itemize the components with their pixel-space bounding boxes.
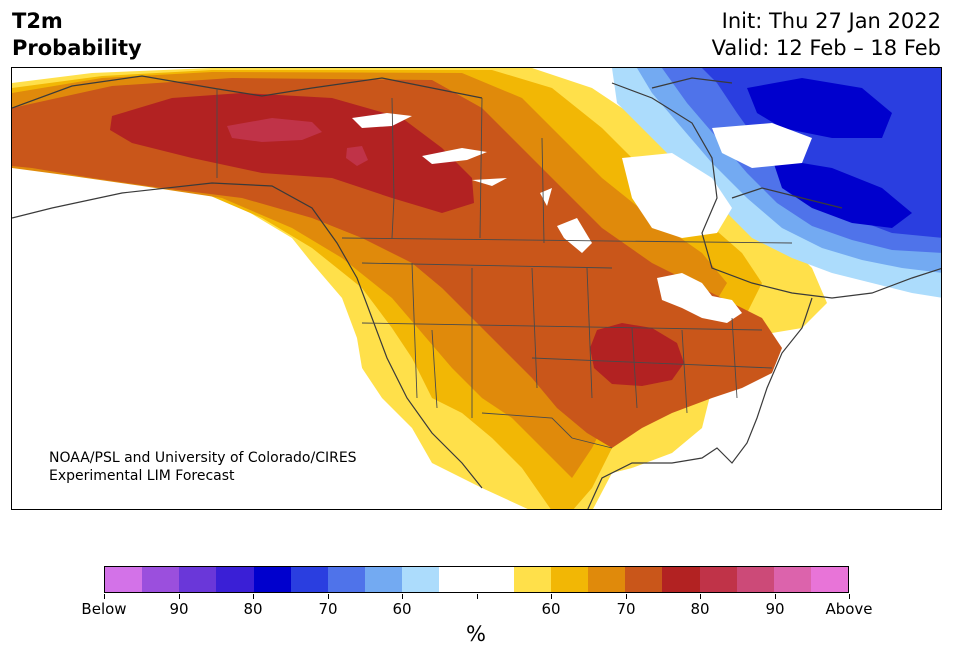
colorbar-segment <box>365 567 403 592</box>
colorbar-segment <box>662 567 700 592</box>
colorbar-tick-label: Below <box>81 600 127 618</box>
lake-white-1 <box>352 113 412 128</box>
probability-colorbar <box>104 566 849 593</box>
variable-label: T2m <box>12 9 63 33</box>
colorbar-segment <box>550 567 589 592</box>
figure-title-right: Init: Thu 27 Jan 2022 Valid: 12 Feb – 18… <box>712 8 941 62</box>
cold-band-80 <box>747 78 892 138</box>
warm-band-75 <box>12 78 782 448</box>
product-label: Probability <box>12 36 142 60</box>
valid-range: Valid: 12 Feb – 18 Feb <box>711 36 941 60</box>
colorbar-tick-label: 70 <box>616 600 636 618</box>
colorbar-tick <box>775 594 776 599</box>
map-panel <box>11 67 942 510</box>
colorbar-tick <box>179 594 180 599</box>
colorbar-tick-label: 60 <box>541 600 561 618</box>
colorbar-tick-label: Above <box>825 600 873 618</box>
colorbar-tick-label: 80 <box>690 600 710 618</box>
warm-band-85-b <box>346 146 368 166</box>
credit-line-1: NOAA/PSL and University of Colorado/CIRE… <box>49 450 357 466</box>
colorbar-tick <box>328 594 329 599</box>
coastlines <box>12 75 941 509</box>
colorbar-tick <box>626 594 627 599</box>
colorbar-segment <box>439 567 477 592</box>
colorbar-segment <box>476 567 514 592</box>
colorbar-tick-label: 70 <box>318 600 338 618</box>
pacific-ocean <box>12 218 471 509</box>
atlantic-ocean <box>693 298 941 509</box>
credit-line-2: Experimental LIM Forecast <box>49 468 235 484</box>
hudson-bay <box>622 153 732 238</box>
colorbar-segment <box>773 567 811 592</box>
colorbar-segment <box>810 567 849 592</box>
great-lakes <box>657 273 742 323</box>
figure-title-left: T2m Probability <box>12 8 142 62</box>
colorbar-tick-label: 60 <box>392 600 412 618</box>
colorbar-tick-label: 90 <box>765 600 785 618</box>
probability-map <box>12 68 941 509</box>
colorbar-unit-label: % <box>466 622 486 646</box>
colorbar-segment <box>327 567 366 592</box>
colorbar-segment <box>216 567 254 592</box>
colorbar-tick-label: 90 <box>169 600 189 618</box>
hudson-bay-east <box>712 123 812 168</box>
colorbar-segment <box>736 567 774 592</box>
colorbar-segment <box>513 567 551 592</box>
cold-band-80-b <box>772 158 912 228</box>
political-borders <box>216 88 793 449</box>
lake-white-2 <box>422 148 487 164</box>
colorbar-tick <box>551 594 552 599</box>
warm-band-80-midwest <box>590 323 684 386</box>
colorbar-tick <box>253 594 254 599</box>
colorbar-segment <box>142 567 180 592</box>
colorbar-segment <box>179 567 217 592</box>
colorbar-segment <box>290 567 328 592</box>
colorbar-tick <box>700 594 701 599</box>
colorbar-segment <box>253 567 291 592</box>
colorbar-tick <box>849 594 850 599</box>
colorbar-tick <box>104 594 105 599</box>
colorbar-tick-label: 80 <box>243 600 263 618</box>
colorbar-tick <box>477 594 478 599</box>
credit-text: NOAA/PSL and University of Colorado/CIRE… <box>49 449 357 485</box>
init-date: Init: Thu 27 Jan 2022 <box>721 9 941 33</box>
lake-white-4 <box>557 218 592 253</box>
colorbar-segment <box>625 567 663 592</box>
colorbar-segment <box>402 567 440 592</box>
colorbar-tick <box>402 594 403 599</box>
colorbar-segment <box>105 567 143 592</box>
gulf-of-mexico <box>593 463 732 509</box>
colorbar-segment <box>699 567 737 592</box>
warm-band-85 <box>227 118 322 142</box>
colorbar-segment <box>588 567 626 592</box>
